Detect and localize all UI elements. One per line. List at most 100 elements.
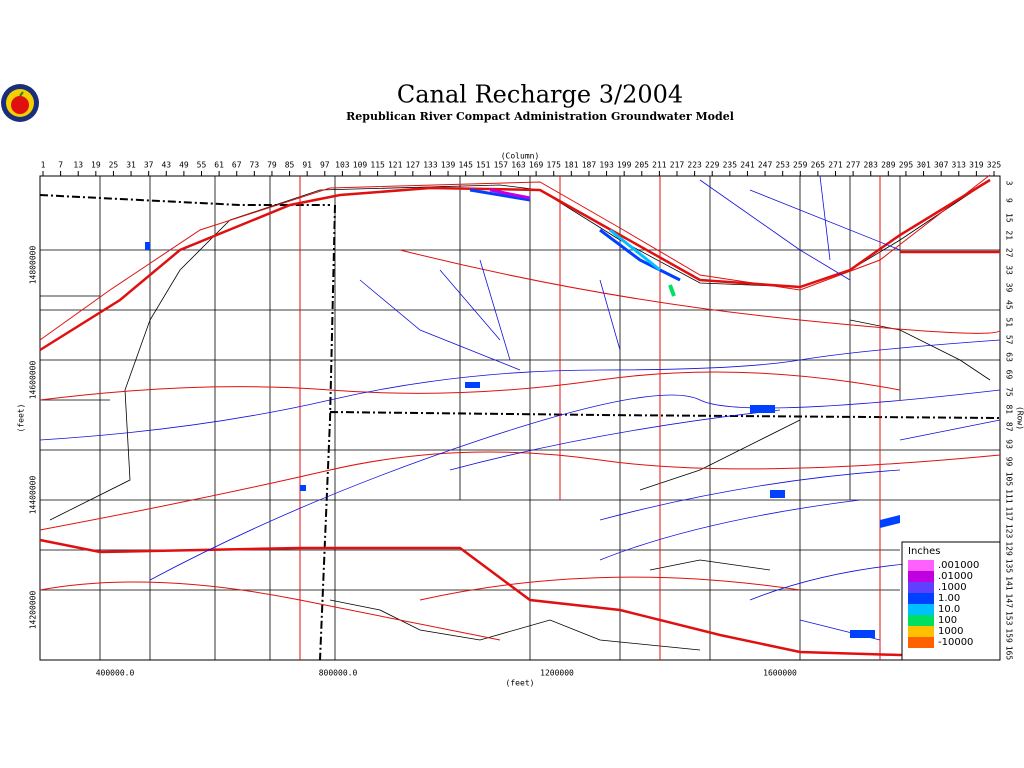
x-tick-label: 1600000 <box>763 669 797 678</box>
column-label: 253 <box>775 161 790 170</box>
column-label: 289 <box>881 161 896 170</box>
column-label: 157 <box>494 161 509 170</box>
x-axis-label: (feet) <box>506 679 535 688</box>
column-label: 133 <box>423 161 438 170</box>
column-label: 259 <box>793 161 808 170</box>
row-label: 9 <box>1005 198 1014 203</box>
row-label: 75 <box>1005 387 1014 397</box>
row-label: 3 <box>1005 181 1014 186</box>
row-label: 93 <box>1005 439 1014 449</box>
legend-title: Inches <box>908 546 941 557</box>
row-label: 57 <box>1005 335 1014 345</box>
column-label: 211 <box>652 161 667 170</box>
column-label: 115 <box>370 161 385 170</box>
column-label: 307 <box>934 161 949 170</box>
row-label: 117 <box>1005 507 1014 522</box>
legend-label: -10000 <box>938 637 973 648</box>
column-label: 7 <box>58 161 63 170</box>
column-label: 247 <box>758 161 773 170</box>
column-label: 319 <box>969 161 984 170</box>
subtitle: Republican River Compact Administration … <box>346 110 734 123</box>
x-tick-label: 1200000 <box>540 669 574 678</box>
row-label: 39 <box>1005 283 1014 293</box>
row-label: 153 <box>1005 611 1014 626</box>
column-axis-label: (Column) <box>501 152 540 161</box>
column-label: 79 <box>267 161 277 170</box>
column-label: 91 <box>302 161 312 170</box>
column-label: 145 <box>458 161 473 170</box>
row-label: 165 <box>1005 646 1014 661</box>
row-label: 99 <box>1005 457 1014 467</box>
legend-label: .01000 <box>938 571 973 582</box>
legend-swatch <box>908 604 934 615</box>
column-label: 49 <box>179 161 189 170</box>
column-label: 97 <box>320 161 330 170</box>
row-label: 63 <box>1005 352 1014 362</box>
column-label: 271 <box>828 161 843 170</box>
row-label: 123 <box>1005 524 1014 539</box>
y-tick-label: 14400000 <box>29 476 38 515</box>
legend-swatch <box>908 626 934 637</box>
legend-label: .001000 <box>938 560 979 571</box>
column-label: 25 <box>109 161 119 170</box>
column-label: 67 <box>232 161 242 170</box>
x-tick-label: 400000.0 <box>96 669 135 678</box>
column-label: 217 <box>670 161 685 170</box>
row-label: 33 <box>1005 265 1014 275</box>
column-label: 73 <box>250 161 260 170</box>
column-label: 175 <box>546 161 561 170</box>
column-label: 277 <box>846 161 861 170</box>
column-label: 13 <box>73 161 83 170</box>
column-label: 61 <box>214 161 224 170</box>
logo <box>1 84 39 122</box>
column-label: 283 <box>863 161 878 170</box>
row-label: 129 <box>1005 541 1014 556</box>
column-label: 301 <box>916 161 931 170</box>
column-label: 205 <box>635 161 650 170</box>
column-label: 1 <box>41 161 46 170</box>
row-label: 81 <box>1005 404 1014 414</box>
column-label: 151 <box>476 161 491 170</box>
column-label: 181 <box>564 161 579 170</box>
column-label: 229 <box>705 161 720 170</box>
y-axis-label: (feet) <box>17 404 26 433</box>
column-label: 241 <box>740 161 755 170</box>
legend-swatch <box>908 637 934 648</box>
column-label: 295 <box>899 161 914 170</box>
column-label: 103 <box>335 161 350 170</box>
column-label: 139 <box>441 161 456 170</box>
row-label: 135 <box>1005 559 1014 574</box>
column-label: 85 <box>285 161 295 170</box>
legend-label: 1.00 <box>938 593 960 604</box>
legend-swatch <box>908 615 934 626</box>
row-label: 21 <box>1005 230 1014 240</box>
column-label: 235 <box>723 161 738 170</box>
column-label: 163 <box>511 161 526 170</box>
column-label: 313 <box>952 161 967 170</box>
column-label: 199 <box>617 161 632 170</box>
column-label: 55 <box>197 161 207 170</box>
column-label: 109 <box>353 161 368 170</box>
legend: Inches .001000.01000.10001.0010.01001000… <box>901 541 1001 661</box>
x-tick-label: 800000.0 <box>319 669 358 678</box>
legend-label: 10.0 <box>938 604 960 615</box>
row-label: 87 <box>1005 422 1014 432</box>
legend-label: 100 <box>938 615 957 626</box>
column-label: 265 <box>811 161 826 170</box>
legend-label: 1000 <box>938 626 963 637</box>
column-label: 121 <box>388 161 403 170</box>
row-label: 159 <box>1005 628 1014 643</box>
row-label: 141 <box>1005 576 1014 591</box>
row-label: 51 <box>1005 317 1014 327</box>
column-label: 43 <box>161 161 171 170</box>
map-area <box>39 174 1001 661</box>
column-label: 19 <box>91 161 101 170</box>
legend-swatch <box>908 593 934 604</box>
column-label: 193 <box>599 161 614 170</box>
column-label: 325 <box>987 161 1002 170</box>
row-axis-label: (Row) <box>1016 406 1024 430</box>
row-label: 27 <box>1005 248 1014 258</box>
y-tick-label: 14600000 <box>29 361 38 400</box>
column-label: 223 <box>687 161 702 170</box>
